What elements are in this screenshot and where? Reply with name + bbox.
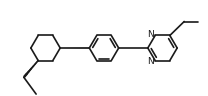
Text: N: N [147, 30, 153, 39]
Text: N: N [147, 57, 153, 66]
